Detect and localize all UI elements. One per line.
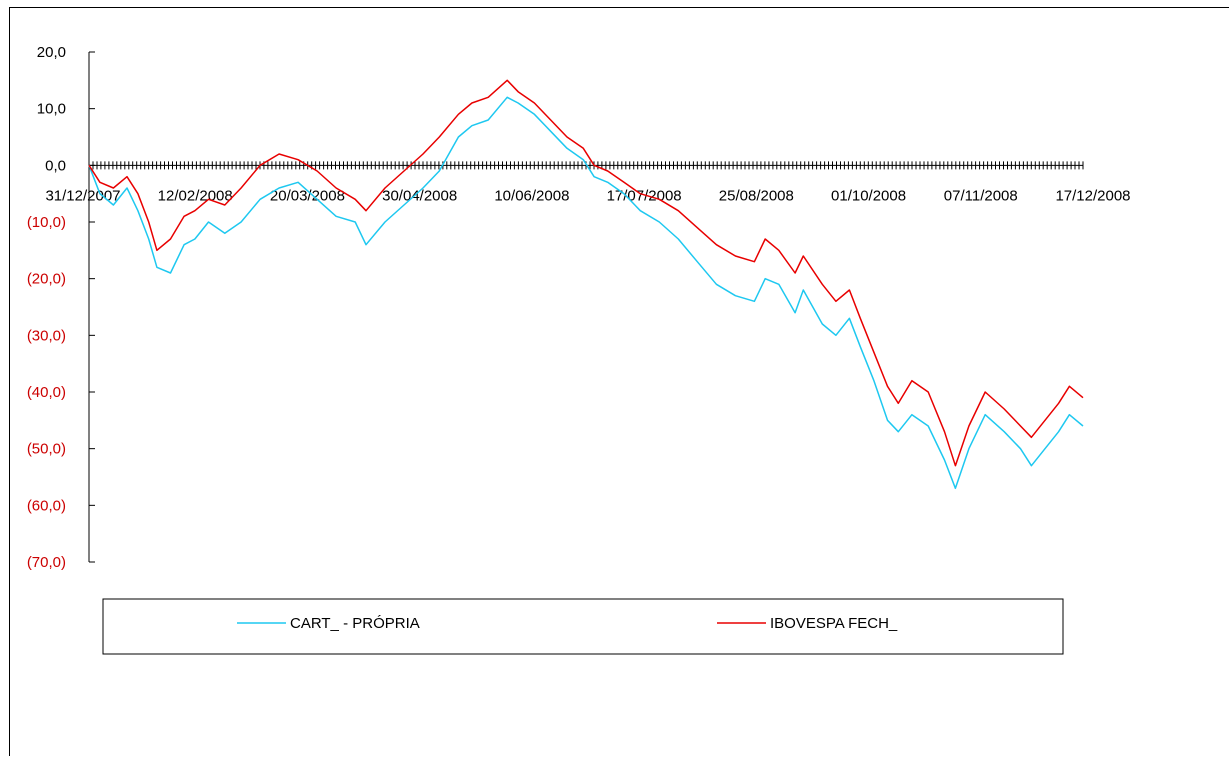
legend-label-cart-propria: CART_ - PRÓPRIA — [290, 615, 420, 632]
y-tick-label: (10,0) — [27, 214, 66, 231]
series-lines — [88, 79, 1084, 490]
series-line-ibovespa — [88, 79, 1084, 467]
x-tick-label: 17/12/2008 — [1055, 187, 1130, 204]
x-tick-label: 31/12/2007 — [45, 187, 120, 204]
y-tick-label: (60,0) — [27, 497, 66, 514]
y-tick-label: (20,0) — [27, 271, 66, 288]
series-line-cart-propria — [88, 96, 1084, 490]
legend-box — [102, 598, 1064, 655]
x-tick-label: 20/03/2008 — [270, 187, 345, 204]
x-tick-label: 01/10/2008 — [831, 187, 906, 204]
y-tick-label: (40,0) — [27, 384, 66, 401]
x-tick-label: 07/11/2008 — [944, 187, 1018, 204]
x-tick-label: 12/02/2008 — [158, 187, 233, 204]
x-tick-label: 25/08/2008 — [719, 187, 794, 204]
y-tick-label: (30,0) — [27, 327, 66, 344]
legend: CART_ - PRÓPRIA IBOVESPA FECH_ — [102, 598, 1064, 655]
y-tick-label: (50,0) — [27, 441, 66, 458]
axes: 20,0 10,0 0,0 (10,0) (20,0) (30,0) (40,0) (50,0… — [27, 44, 1131, 571]
y-tick-label: 20,0 — [37, 44, 66, 61]
y-tick-label: (70,0) — [27, 554, 66, 571]
y-tick-label: 10,0 — [37, 101, 66, 118]
legend-label-ibovespa: IBOVESPA FECH_ — [770, 615, 898, 632]
x-tick-label: 17/07/2008 — [607, 187, 682, 204]
x-tick-label: 10/06/2008 — [494, 187, 569, 204]
chart-frame — [9, 7, 1229, 756]
y-tick-label: 0,0 — [45, 157, 66, 174]
x-tick-label: 30/04/2008 — [382, 187, 457, 204]
